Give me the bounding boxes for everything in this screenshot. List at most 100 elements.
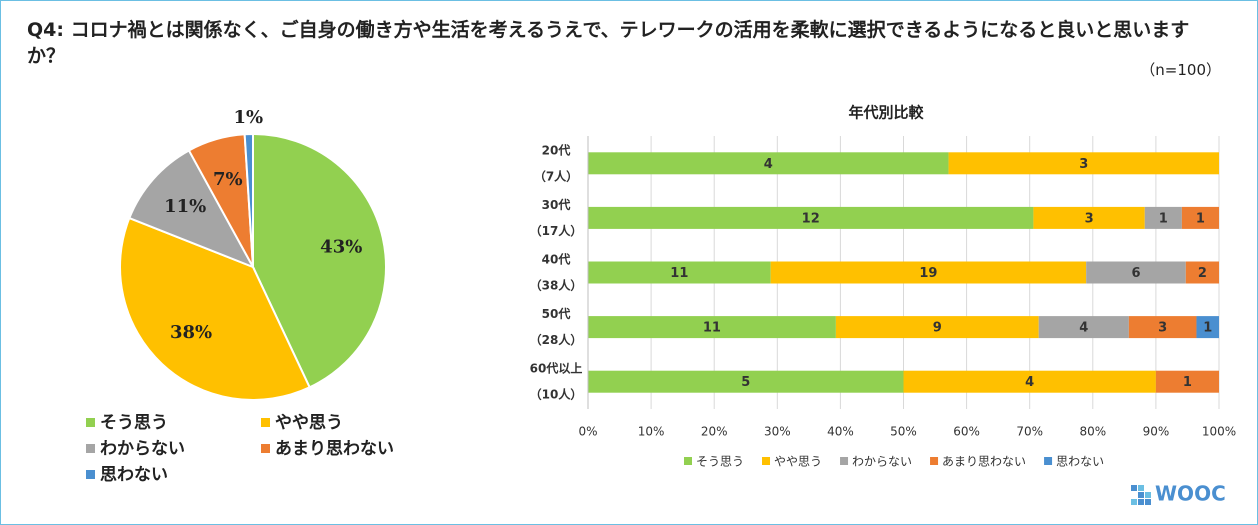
logo-block — [1138, 492, 1144, 498]
bar-value-label: 1 — [1159, 211, 1168, 226]
y-tick-label-line: （7人） — [534, 168, 578, 183]
sample-note: （n=100） — [1140, 61, 1221, 79]
y-tick-label-line: 20代 — [542, 142, 571, 157]
y-tick-label-line: 50代 — [542, 306, 571, 321]
logo-block — [1145, 499, 1151, 505]
legend-swatch — [261, 444, 270, 453]
bar-segment — [948, 152, 1219, 175]
legend-label: やや思う — [774, 455, 822, 469]
bar-segment — [1185, 261, 1219, 284]
bar-segment — [588, 261, 771, 284]
bar-value-label: 5 — [741, 375, 750, 390]
legend-swatch — [1044, 457, 1053, 465]
logo-block — [1131, 499, 1137, 505]
pie-slice — [128, 149, 256, 269]
bar-value-label: 4 — [764, 157, 773, 172]
bar-value-label: 12 — [802, 211, 820, 226]
pie-label: 43% — [320, 236, 362, 257]
y-tick-label-line: 60代以上 — [530, 360, 583, 375]
logo-block — [1138, 499, 1144, 505]
pie-slice — [119, 216, 311, 401]
y-tick-label-line: 40代 — [542, 251, 571, 266]
x-tick-label: 100% — [1202, 425, 1236, 439]
bar-value-label: 9 — [933, 321, 942, 336]
logo-block — [1145, 492, 1151, 498]
bar-value-label: 19 — [919, 266, 937, 281]
page-title: Q4: コロナ禍とは関係なく、ご自身の働き方や生活を考えるうえで、テレワークの活… — [27, 19, 1190, 67]
legend-swatch — [86, 444, 95, 453]
x-tick-label: 30% — [764, 425, 791, 439]
y-tick-label: 30代 （17人） — [530, 196, 583, 237]
bar-segment — [1181, 206, 1219, 229]
bar-value-label: 11 — [670, 266, 688, 281]
legend-swatch — [684, 457, 692, 465]
legend-label: あまり思わない — [275, 439, 394, 459]
x-tick-label: 0% — [578, 425, 597, 439]
bar-segment — [903, 370, 1156, 393]
bar-segment — [835, 316, 1039, 339]
pie-slice — [252, 132, 387, 389]
pie-slice — [243, 132, 254, 268]
y-tick-label: 20代 （7人） — [534, 142, 578, 183]
x-tick-label: 90% — [1143, 425, 1170, 439]
bar-value-label: 6 — [1131, 266, 1140, 281]
x-tick-label: 20% — [701, 425, 728, 439]
bar-value-label: 11 — [703, 321, 721, 336]
y-tick-label-line: （28人） — [530, 332, 583, 347]
legend-swatch — [261, 418, 270, 427]
bar-segment — [1144, 206, 1182, 229]
bar-value-label: 4 — [1025, 375, 1034, 390]
legend-label: そう思う — [100, 413, 168, 433]
legend-label: 思わない — [100, 465, 168, 485]
bar-segment — [588, 206, 1034, 229]
bar-value-label: 3 — [1158, 321, 1167, 336]
logo: WOOC — [1155, 482, 1226, 506]
x-tick-label: 10% — [638, 425, 665, 439]
legend-swatch — [840, 457, 849, 465]
bar-segment — [1196, 316, 1219, 339]
bar-segment — [1038, 316, 1129, 339]
legend-swatch — [86, 470, 95, 479]
legend-label: わからない — [100, 439, 185, 459]
x-tick-label: 70% — [1016, 425, 1043, 439]
legend-swatch — [762, 457, 771, 465]
legend-label: やや思う — [275, 413, 343, 433]
bar-segment — [1128, 316, 1197, 339]
pie-label: 1% — [233, 107, 263, 128]
legend-label: あまり思わない — [942, 455, 1026, 469]
chart-title: 年代別比較 — [848, 104, 924, 122]
y-tick-label-line: （38人） — [530, 277, 583, 292]
legend-label: 思わない — [1056, 455, 1104, 469]
bar-segment — [588, 152, 949, 175]
bar-value-label: 3 — [1079, 157, 1088, 172]
pie-label: 38% — [170, 322, 212, 343]
logo-block — [1131, 485, 1137, 491]
y-tick-label-line: （17人） — [530, 222, 583, 237]
bar-segment — [1033, 206, 1145, 229]
x-tick-label: 60% — [953, 425, 980, 439]
y-tick-label: 40代 （38人） — [530, 251, 583, 292]
bar-segment — [1086, 261, 1186, 284]
bar-value-label: 3 — [1085, 211, 1094, 226]
logo-block — [1138, 485, 1144, 491]
bar-segment — [588, 316, 836, 339]
y-tick-label-line: （10人） — [530, 386, 583, 401]
legend-swatch — [930, 457, 939, 465]
legend-swatch — [86, 418, 95, 427]
x-tick-label: 40% — [827, 425, 854, 439]
y-tick-label: 50代 （28人） — [530, 306, 583, 347]
bar-value-label: 4 — [1079, 321, 1088, 336]
x-tick-label: 50% — [890, 425, 917, 439]
legend-label: そう思う — [696, 455, 744, 469]
y-tick-label-line: 30代 — [542, 196, 571, 211]
bar-value-label: 1 — [1196, 211, 1205, 226]
bar-value-label: 1 — [1203, 321, 1212, 336]
legend-label: わからない — [852, 455, 912, 469]
bar-segment — [1155, 370, 1219, 393]
bar-segment — [588, 370, 904, 393]
pie-label: 7% — [213, 169, 243, 190]
bar-segment — [770, 261, 1087, 284]
y-tick-label: 60代以上 （10人） — [530, 360, 583, 401]
